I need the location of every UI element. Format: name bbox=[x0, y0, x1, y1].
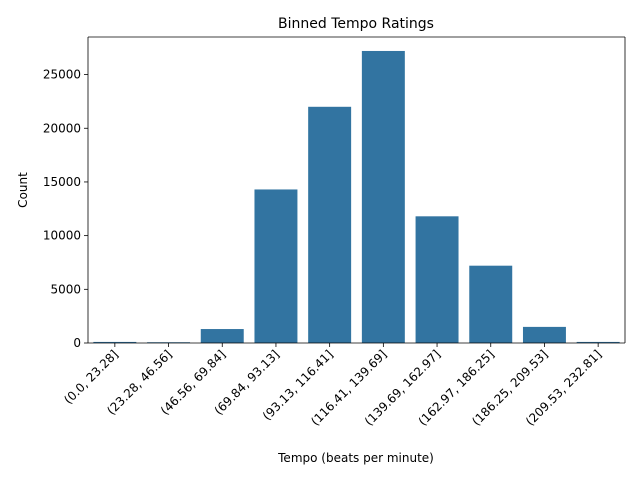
bars-layer bbox=[93, 50, 620, 344]
y-tick-label: 0 bbox=[73, 336, 81, 350]
x-axis-label: Tempo (beats per minute) bbox=[277, 451, 434, 465]
bar-5 bbox=[361, 50, 405, 344]
y-tick-label: 20000 bbox=[43, 121, 81, 135]
bar-0 bbox=[93, 341, 137, 343]
y-tick-label: 5000 bbox=[50, 282, 81, 296]
x-ticks: (0.0, 23.28](23.28, 46.56](46.56, 69.84]… bbox=[61, 343, 604, 429]
bar-9 bbox=[576, 341, 620, 343]
bar-6 bbox=[415, 216, 459, 343]
y-tick-label: 25000 bbox=[43, 68, 81, 82]
bar-8 bbox=[522, 326, 566, 343]
axes-layer bbox=[87, 36, 626, 344]
y-axis-label: Count bbox=[16, 172, 30, 208]
bar-2 bbox=[200, 329, 244, 343]
bar-7 bbox=[469, 265, 513, 343]
y-tick-label: 10000 bbox=[43, 229, 81, 243]
y-ticks: 0 5000 10000 15000 20000 25000 bbox=[43, 68, 88, 350]
chart-title: Binned Tempo Ratings bbox=[278, 16, 434, 32]
x-tick-label: (0.0, 23.28] bbox=[61, 347, 121, 407]
bar-3 bbox=[254, 189, 298, 343]
y-tick-label: 15000 bbox=[43, 175, 81, 189]
bar-4 bbox=[308, 106, 352, 343]
